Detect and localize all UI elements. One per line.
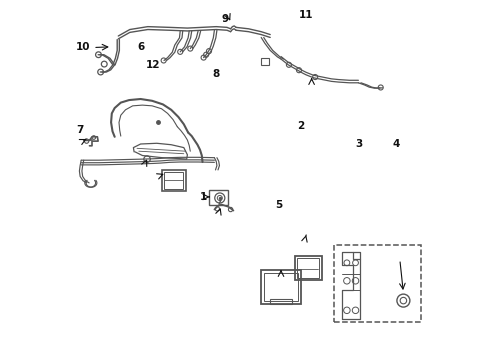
Text: 8: 8	[213, 69, 220, 79]
Bar	[294, 256, 321, 280]
Text: 5: 5	[275, 200, 283, 210]
Bar	[164, 172, 183, 189]
Bar	[261, 270, 301, 304]
Bar	[270, 299, 292, 304]
Bar	[261, 58, 269, 65]
Bar	[162, 170, 186, 191]
Text: 4: 4	[392, 139, 400, 149]
Text: 10: 10	[76, 42, 90, 52]
Bar	[264, 273, 298, 301]
Text: 12: 12	[146, 60, 160, 70]
Text: 1: 1	[200, 192, 207, 202]
Text: 2: 2	[297, 121, 304, 131]
Text: 3: 3	[356, 139, 363, 149]
Bar	[334, 245, 421, 322]
Bar	[209, 190, 228, 205]
Bar	[297, 258, 319, 278]
Text: 6: 6	[137, 42, 144, 52]
Text: 11: 11	[299, 10, 314, 20]
Text: 7: 7	[76, 125, 84, 135]
Text: 9: 9	[221, 14, 229, 24]
